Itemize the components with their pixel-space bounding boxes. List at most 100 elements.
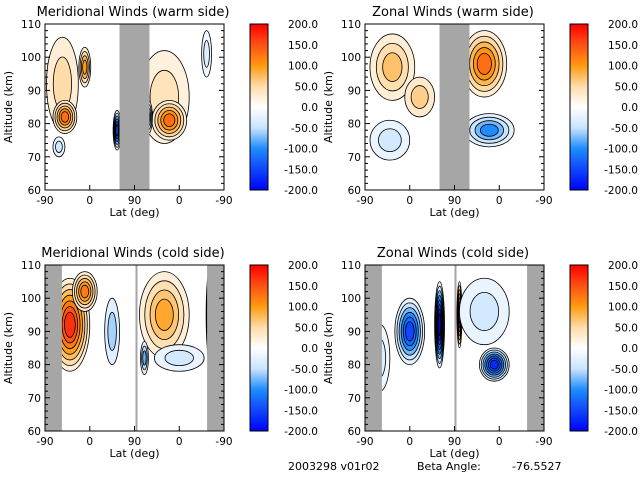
y-tick-label: 100 — [341, 293, 361, 305]
colorbar-tick-label: 0.0 — [621, 102, 638, 114]
y-axis-label: Altitude (km) — [322, 312, 335, 384]
footer-date-version: 2003298 v01r02 — [288, 460, 380, 473]
y-tick-label: 110 — [21, 19, 41, 31]
colorbar: 200.0 150.0 100.0 50.0 0.0 -50.0 -100.0 -150.0 -… — [249, 19, 318, 197]
y-tick-label: 110 — [341, 260, 361, 272]
y-axis-label: Altitude (km) — [2, 71, 15, 143]
contour-feature — [478, 347, 510, 382]
colorbar-tick-label: 100.0 — [608, 61, 638, 73]
contour-feature — [459, 277, 510, 346]
y-tick-label: 80 — [348, 360, 361, 372]
contour-feature — [404, 76, 436, 118]
x-tick-label: -90 — [356, 195, 373, 207]
contour-feature — [139, 271, 190, 359]
colorbar-tick-label: 50.0 — [615, 81, 638, 93]
y-tick-label: 60 — [348, 426, 361, 438]
contour-feature — [140, 340, 149, 375]
x-tick-label: 90 — [128, 195, 141, 207]
x-tick-label: -90 — [535, 195, 552, 207]
colorbar-tick-label: 0.0 — [301, 343, 318, 355]
contour-feature — [461, 30, 508, 98]
colorbar-tick-label: -200.0 — [604, 426, 638, 438]
x-tick-label: 0 — [406, 195, 413, 207]
footer-beta-label: Beta Angle: — [417, 460, 481, 473]
x-tick-label: 0 — [176, 436, 183, 448]
contour-feature — [464, 113, 515, 148]
colorbar-tick-label: 50.0 — [615, 322, 638, 334]
y-tick-label: 100 — [21, 52, 41, 64]
y-tick-label: 60 — [28, 185, 41, 197]
panel-title: Meridional Winds (warm side) — [37, 5, 230, 20]
colorbar-tick-label: 150.0 — [288, 281, 318, 293]
y-tick-label: 60 — [348, 185, 361, 197]
x-tick-label: 0 — [496, 195, 503, 207]
colorbar-tick-label: 150.0 — [288, 40, 318, 52]
colorbar-tick-label: -200.0 — [284, 426, 318, 438]
contour-feature — [52, 136, 66, 158]
no-data-band — [135, 265, 138, 431]
x-tick-label: -90 — [356, 436, 373, 448]
colorbar-tick-label: -50.0 — [611, 123, 638, 135]
panel-2: 60 70 80 90 100 110 -90 0 90 0 -90 Lat (deg) Altitud… — [322, 5, 638, 219]
x-tick-label: 90 — [128, 436, 141, 448]
contour-feature — [394, 297, 426, 365]
colorbar-tick-label: -50.0 — [611, 364, 638, 376]
colorbar-tick-label: -100.0 — [284, 144, 318, 156]
colorbar-tick-label: 100.0 — [288, 302, 318, 314]
colorbar-tick-label: 200.0 — [608, 19, 638, 31]
no-data-band — [119, 24, 150, 190]
colorbar-tick-label: 100.0 — [608, 302, 638, 314]
x-tick-label: 90 — [448, 195, 461, 207]
panel-title: Zonal Winds (cold side) — [377, 246, 529, 261]
colorbar-tick-label: 50.0 — [295, 322, 318, 334]
x-tick-label: 0 — [86, 436, 93, 448]
y-tick-label: 100 — [341, 52, 361, 64]
y-tick-label: 100 — [21, 293, 41, 305]
colorbar-tick-label: 50.0 — [295, 81, 318, 93]
x-axis-label: Lat (deg) — [110, 447, 160, 460]
contour-feature — [151, 99, 188, 141]
x-tick-label: -90 — [215, 195, 232, 207]
y-tick-label: 70 — [348, 393, 361, 405]
colorbar-tick-label: -100.0 — [604, 385, 638, 397]
colorbar-tick-label: 200.0 — [288, 19, 318, 31]
panel-title: Meridional Winds (cold side) — [41, 246, 224, 261]
contour-field — [45, 24, 224, 190]
x-tick-label: 0 — [176, 195, 183, 207]
colorbar-tick-label: -150.0 — [284, 405, 318, 417]
x-axis-label: Lat (deg) — [110, 206, 160, 219]
panel-title: Zonal Winds (warm side) — [372, 5, 534, 20]
y-axis-label: Altitude (km) — [2, 312, 15, 384]
y-tick-label: 90 — [28, 326, 41, 338]
contour-feature — [52, 99, 78, 134]
x-axis-label: Lat (deg) — [430, 206, 480, 219]
no-data-band — [207, 265, 224, 431]
colorbar-tick-label: -150.0 — [284, 164, 318, 176]
x-tick-label: -90 — [36, 195, 53, 207]
contour-feature — [104, 297, 120, 365]
contour-feature — [369, 33, 416, 101]
contour-feature — [153, 344, 205, 372]
colorbar-tick-label: 150.0 — [608, 40, 638, 52]
contour-feature — [201, 30, 212, 78]
panel-1: 60 70 80 90 100 110 -90 0 90 0 -90 Lat (deg) Altitud… — [2, 5, 318, 219]
contour-field — [45, 265, 224, 431]
contour-feature — [434, 281, 445, 369]
colorbar-tick-label: 150.0 — [608, 281, 638, 293]
contour-feature — [112, 109, 122, 151]
colorbar: 200.0 150.0 100.0 50.0 0.0 -50.0 -100.0 -150.0 -… — [569, 260, 638, 438]
colorbar-tick-label: -150.0 — [604, 405, 638, 417]
no-data-band — [527, 265, 544, 431]
panel-4: 60 70 80 90 100 110 -90 0 90 0 -90 Lat (deg) Altitud… — [322, 246, 638, 460]
colorbar-tick-label: -150.0 — [604, 164, 638, 176]
y-tick-label: 70 — [28, 152, 41, 164]
y-tick-label: 110 — [341, 19, 361, 31]
x-tick-label: -90 — [36, 436, 53, 448]
contour-field — [365, 265, 544, 431]
colorbar: 200.0 150.0 100.0 50.0 0.0 -50.0 -100.0 -150.0 -… — [569, 19, 638, 197]
x-tick-label: -90 — [535, 436, 552, 448]
colorbar-tick-label: -50.0 — [291, 364, 318, 376]
colorbar: 200.0 150.0 100.0 50.0 0.0 -50.0 -100.0 -150.0 -… — [249, 260, 318, 438]
colorbar-tick-label: 200.0 — [608, 260, 638, 272]
